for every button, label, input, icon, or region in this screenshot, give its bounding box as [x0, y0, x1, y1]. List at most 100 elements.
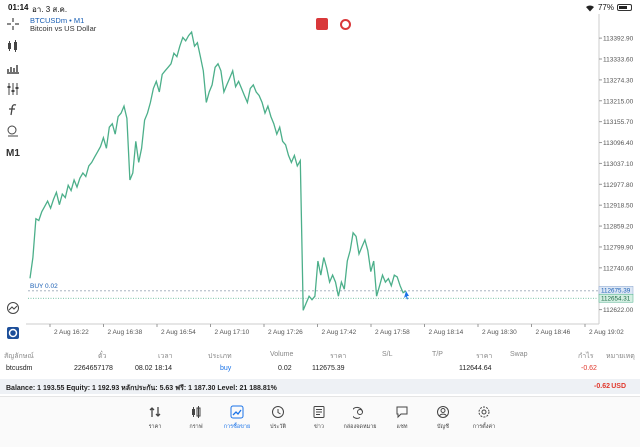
time-tick-label: 2 Aug 19:02 — [589, 329, 624, 336]
one-click-trade-button[interactable] — [316, 18, 328, 30]
balance-currency: USD — [611, 383, 626, 390]
nav-label: บัญชี — [437, 424, 449, 430]
status-right: 77% — [585, 3, 632, 12]
history-icon — [272, 406, 284, 418]
balance-pl: -0.62 — [594, 383, 610, 390]
crosshair-icon[interactable] — [4, 16, 22, 32]
gauge-icon[interactable] — [4, 300, 22, 316]
price-tick-label: 113155.70 — [603, 119, 634, 126]
time-tick-label: 2 Aug 16:54 — [161, 329, 196, 336]
price-line — [29, 30, 407, 311]
nav-item-news[interactable]: ข่าว — [299, 405, 339, 431]
header-cell: ราคา — [330, 353, 347, 360]
price-tick-label: 112622.00 — [603, 307, 634, 314]
price-tick-label: 113274.30 — [603, 77, 634, 84]
nav-item-candles[interactable]: กราฟ — [176, 405, 216, 431]
header-cell: T/P — [432, 351, 443, 358]
battery-icon — [617, 4, 632, 11]
price-tick-label: 113333.60 — [603, 57, 634, 64]
nav-label: การซื้อขาย — [223, 424, 251, 430]
trade-table: สัญลักษณ์ ตั๋ว เวลา ประเภท Volume ราคา S/L T/P ร… — [0, 348, 640, 376]
nav-item-trade[interactable]: การซื้อขาย — [217, 405, 257, 431]
price-tick-label: 112977.80 — [603, 182, 634, 189]
time-tick-label: 2 Aug 18:46 — [536, 329, 571, 336]
indicator-toggle-button[interactable] — [340, 19, 351, 30]
price-chart[interactable]: 113392.90 113333.60 113274.30 113215.00 1131… — [26, 14, 640, 344]
battery-percent: 77% — [597, 3, 614, 12]
cell-price: 112675.39 — [312, 365, 345, 372]
cell-type: buy — [220, 365, 232, 372]
function-icon[interactable] — [4, 102, 22, 118]
nav-item-history[interactable]: ประวัติ — [258, 405, 298, 431]
price-tick-label: 113037.10 — [603, 161, 634, 168]
header-cell: ประเภท — [208, 353, 232, 360]
chart-type-icon[interactable] — [4, 38, 22, 54]
chart-description: Bitcoin vs US Dollar — [30, 24, 97, 33]
header-cell: Swap — [510, 351, 528, 358]
buy-level-label: BUY 0.02 — [30, 283, 58, 290]
balance-text: Balance: 1 193.55 Equity: 1 192.93 หลักป… — [6, 385, 277, 392]
price-tick-label: 112799.90 — [603, 244, 634, 251]
nav-label: กราฟ — [189, 424, 203, 430]
objects-icon[interactable] — [4, 123, 22, 139]
settings-sliders-icon[interactable] — [4, 81, 22, 97]
chat-icon — [396, 406, 408, 419]
header-cell: Volume — [270, 351, 294, 358]
nav-label: การตั้งค่า — [472, 424, 496, 430]
time-tick-label: 2 Aug 17:10 — [215, 329, 250, 336]
bid-price-label: 112654.31 — [601, 295, 631, 302]
price-tick-label: 112918.50 — [603, 203, 634, 210]
table-header: สัญลักษณ์ ตั๋ว เวลา ประเภท Volume ราคา S/L T/P ร… — [0, 348, 640, 362]
timeframe-button[interactable]: M1 — [6, 147, 20, 159]
nav-item-mailbox[interactable]: กล่องจดหมาย — [340, 405, 380, 431]
cell-volume: 0.02 — [278, 365, 292, 372]
time-tick-label: 2 Aug 17:42 — [322, 329, 357, 336]
broker-logo-icon[interactable] — [4, 325, 22, 341]
candles-icon — [192, 406, 201, 418]
settings-icon — [478, 406, 490, 418]
time-tick-label: 2 Aug 16:38 — [108, 329, 143, 336]
bid-price-tag — [598, 293, 634, 303]
nav-label: ประวัติ — [269, 424, 287, 430]
quotes-icon — [149, 407, 161, 417]
header-cell: หมายเหตุ — [606, 353, 635, 360]
header-cell: S/L — [382, 351, 393, 358]
time-tick-label: 2 Aug 17:26 — [268, 329, 303, 336]
price-tick-label: 112740.60 — [603, 265, 634, 272]
bottom-nav: ราคา กราฟ การซื้อขาย ประวัติ ข่าว กล่องจดหมาย… — [0, 396, 640, 447]
nav-item-account[interactable]: บัญชี — [423, 405, 463, 431]
time-tick-label: 2 Aug 18:30 — [482, 329, 517, 336]
chart-toolbar: M1 — [0, 14, 26, 344]
header-cell: กำไร — [578, 353, 594, 360]
nav-item-chat[interactable]: แชท — [382, 405, 422, 431]
trade-icon — [230, 405, 244, 419]
account-icon — [437, 406, 449, 418]
nav-label: แชท — [396, 424, 408, 430]
time-tick-label: 2 Aug 18:14 — [429, 329, 464, 336]
cell-ticket: 2264657178 — [74, 365, 113, 372]
chart-symbol: BTCUSDm • M1 — [30, 16, 85, 25]
table-row[interactable]: btcusdm 2264657178 08.02 18:14 buy 0.02 … — [0, 362, 640, 376]
cell-time: 08.02 18:14 — [135, 365, 172, 372]
header-cell: สัญลักษณ์ — [4, 353, 34, 360]
price-tick-label: 112859.20 — [603, 224, 634, 231]
cell-symbol: btcusdm — [6, 365, 33, 372]
status-bar: 01:14 อา. 3 ส.ค. 77% — [0, 0, 640, 14]
header-cell: ตั๋ว — [98, 353, 107, 360]
nav-item-quotes[interactable]: ราคา — [135, 405, 175, 431]
mailbox-icon — [353, 406, 363, 419]
news-icon — [313, 406, 325, 418]
status-date: อา. 3 ส.ค. — [32, 5, 68, 14]
nav-item-settings[interactable]: การตั้งค่า — [464, 405, 504, 431]
chart-plot[interactable]: 113392.90 113333.60 113274.30 113215.00 1131… — [26, 14, 640, 344]
nav-label: ราคา — [148, 424, 162, 430]
indicators-icon[interactable] — [4, 60, 22, 76]
status-time: 01:14 — [8, 3, 29, 12]
nav-label: กล่องจดหมาย — [343, 424, 377, 430]
wifi-icon — [585, 4, 594, 11]
price-tick-label: 113392.90 — [603, 36, 634, 43]
price-tick-label: 113096.40 — [603, 140, 634, 147]
time-tick-label: 2 Aug 17:58 — [375, 329, 410, 336]
cell-current-price: 112644.64 — [459, 365, 492, 372]
cursor-marker — [404, 290, 409, 300]
